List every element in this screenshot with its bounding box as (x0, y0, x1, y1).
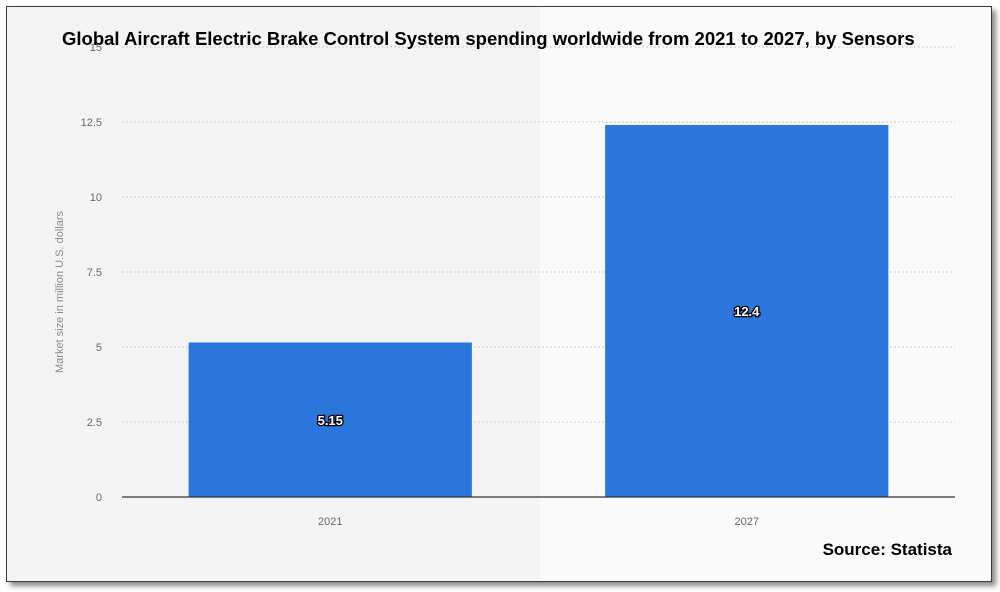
y-tick-label: 5 (96, 342, 102, 354)
y-tick-label: 15 (90, 42, 102, 54)
gridlines (122, 46, 955, 423)
x-tick-label: 2027 (735, 516, 759, 528)
bar-2021 (188, 342, 472, 497)
y-tick-label: 0 (96, 492, 102, 504)
bar-2027 (605, 125, 889, 497)
y-axis-label: Market size in million U.S. dollars (54, 211, 66, 373)
chart-title: Global Aircraft Electric Brake Control S… (62, 28, 915, 49)
data-label: 12.4 (734, 304, 760, 319)
y-tick-label: 2.5 (87, 417, 102, 429)
y-axis-ticks: 0 2.5 5 7.5 10 12.5 15 (81, 42, 102, 504)
bars (188, 125, 889, 497)
data-label: 5.15 (318, 413, 343, 428)
y-tick-label: 10 (90, 192, 102, 204)
y-tick-label: 7.5 (87, 267, 102, 279)
bar-labels: 5.15 12.4 (316, 303, 761, 429)
x-axis-ticks: 2021 2027 (318, 516, 759, 528)
chart-canvas: 0 2.5 5 7.5 10 12.5 15 2021 2027 5.15 12.4 Marke… (54, 7, 991, 581)
y-tick-label: 12.5 (81, 117, 102, 129)
chart-frame: 0 2.5 5 7.5 10 12.5 15 2021 2027 5.15 12.4 Marke… (6, 6, 992, 582)
x-tick-label: 2021 (318, 516, 342, 528)
source-note: Source: Statista (823, 540, 953, 559)
